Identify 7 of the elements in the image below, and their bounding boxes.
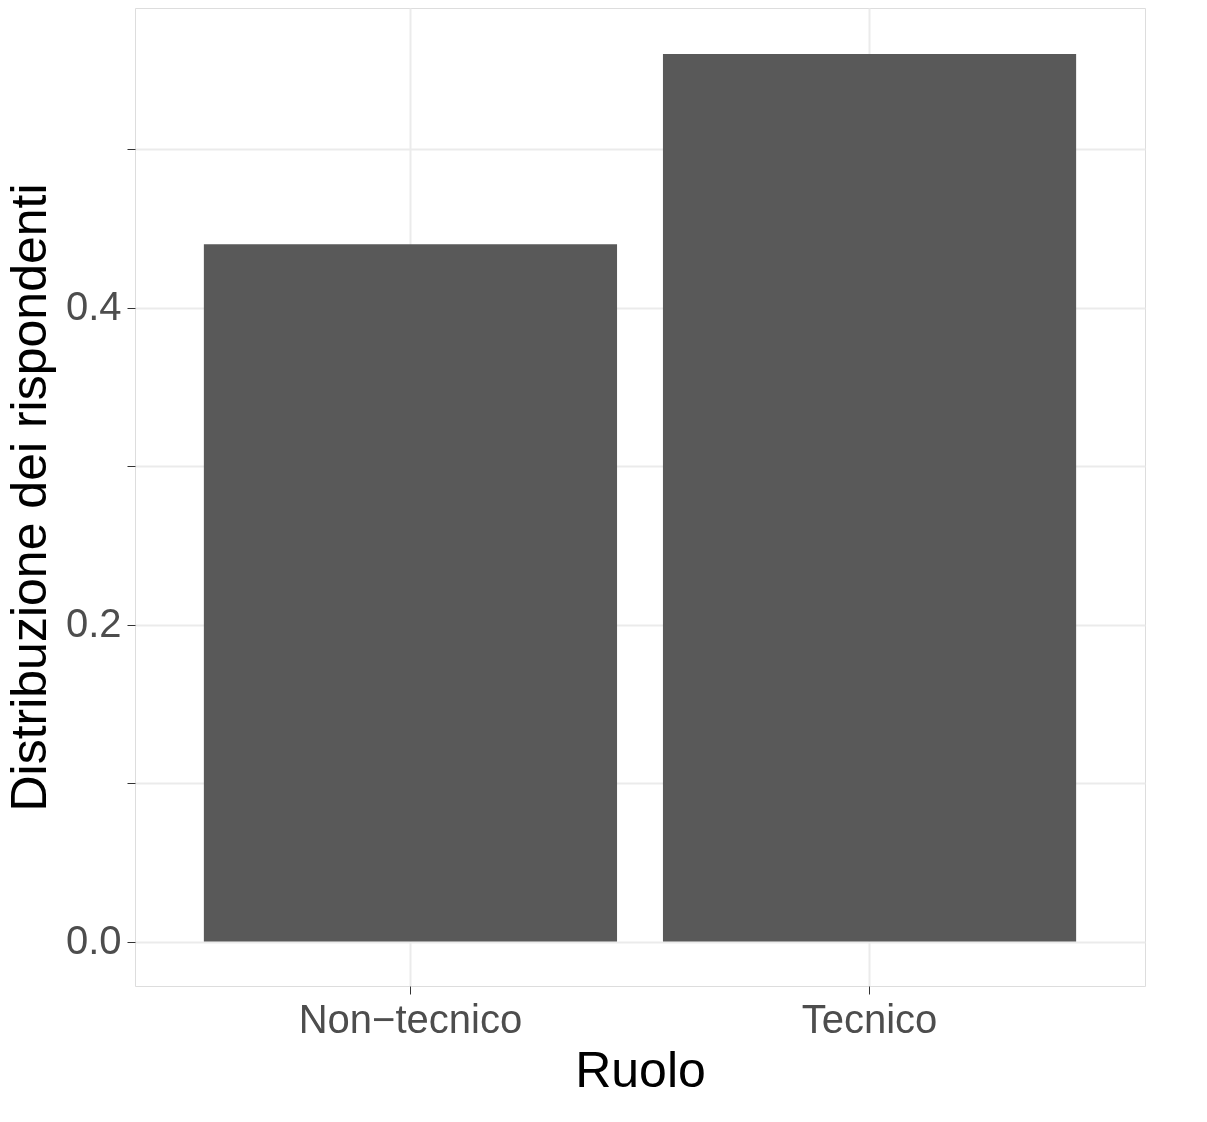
y-tick-label: 0.0	[65, 918, 122, 963]
x-axis-title: Ruolo	[575, 1041, 706, 1098]
y-axis-title: Distribuzione dei rispondenti	[0, 183, 57, 812]
x-tick-label: Non−tecnico	[298, 996, 523, 1041]
x-tick-label: Tecnico	[801, 996, 938, 1041]
y-tick-label: 0.2	[65, 601, 122, 646]
y-tick-label: 0.4	[65, 284, 122, 329]
